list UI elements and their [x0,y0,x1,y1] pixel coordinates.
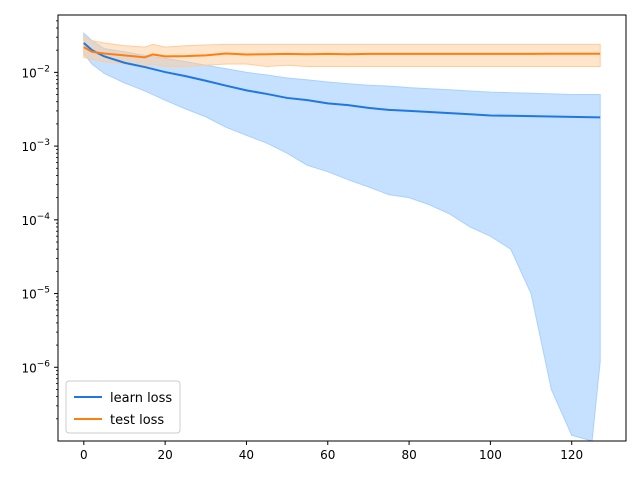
plot-area [83,32,601,441]
x-tick-label: 0 [80,448,88,462]
axes-frame [57,14,627,442]
learn-loss-line [83,42,601,119]
x-tick-label: 40 [239,448,254,462]
x-tick-label: 80 [401,448,416,462]
test-loss-line [83,46,601,59]
x-tick-label: 60 [320,448,335,462]
x-tick-label: 20 [157,448,172,462]
legend: learn loss test loss [65,380,181,434]
x-tick-label: 100 [479,448,502,462]
x-axis: 0 20 40 60 80 100 120 [80,441,583,462]
legend-test-loss-label: test loss [110,413,164,428]
legend-learn-loss-label: learn loss [110,391,172,406]
test-loss-band [83,36,601,68]
confidence-bands [83,32,601,441]
x-tick-label: 120 [560,448,583,462]
series-lines [83,42,601,119]
learn-loss-band [83,32,601,441]
